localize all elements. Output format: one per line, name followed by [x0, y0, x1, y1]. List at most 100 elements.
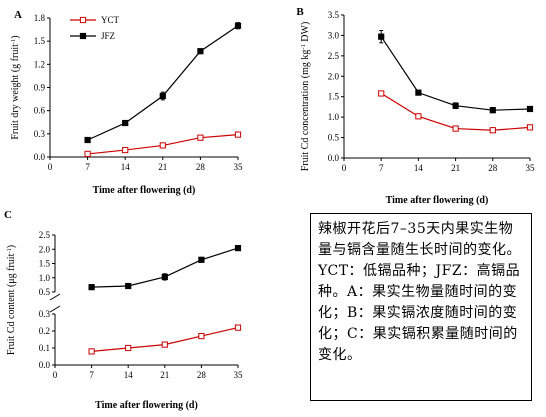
x-axis-title-b: Time after flowering (d): [386, 195, 489, 206]
y-tick-label-c-lower: 0.1: [39, 343, 50, 353]
x-tick-label-c: 35: [234, 370, 244, 380]
y-axis-title-a-part: -1: [10, 39, 17, 44]
y-tick-label-a: 0.3: [34, 129, 46, 139]
y-axis-title-c-part: -1: [6, 248, 13, 253]
series-line-b-YCT: [380, 92, 531, 131]
data-point-a-JFZ: [197, 48, 204, 55]
data-point-b-JFZ: [526, 105, 534, 113]
y-tick-label-a: 1.2: [34, 59, 45, 69]
y-axis-title-c-part: ): [6, 245, 17, 248]
y-tick-label-b: 1.0: [328, 112, 340, 122]
data-point-a-YCT: [84, 150, 91, 158]
data-point-a-YCT: [159, 142, 166, 149]
x-tick-label-c: 14: [124, 370, 134, 380]
y-tick-label-c-upper: 2.5: [39, 230, 51, 240]
data-point-c-YCT: [198, 333, 205, 340]
x-tick-label-c: 0: [53, 370, 58, 380]
y-axis-title-c: Fruit Cd content (μg fruit-1): [6, 245, 18, 355]
panel-letter-a: A: [14, 9, 22, 21]
y-tick-label-c-upper: 1.0: [39, 273, 51, 283]
x-tick-label-b: 21: [451, 163, 460, 173]
panel-letter-b: B: [296, 6, 304, 18]
y-tick-label-a: 0.0: [34, 152, 46, 162]
panel-letter-c: C: [4, 209, 12, 221]
series-line-c-YCT: [91, 327, 239, 352]
x-tick-label-b: 0: [342, 163, 347, 173]
data-point-c-YCT: [125, 344, 132, 352]
y-tick-label-c-lower: 0.3: [39, 309, 51, 319]
y-tick-label-c-upper: 2.0: [39, 244, 51, 254]
series-line-c-JFZ: [91, 247, 239, 288]
y-axis-title-c-part: Fruit Cd content (μg fruit: [6, 253, 17, 355]
data-point-b-JFZ: [489, 107, 496, 114]
y-tick-label-b: 3.5: [328, 10, 340, 20]
data-point-a-JFZ: [122, 119, 129, 127]
y-axis-title-b-part: Fruit Cd concentration (mg kg: [300, 50, 311, 172]
data-point-a-JFZ: [234, 22, 242, 29]
data-point-b-JFZ: [378, 33, 385, 40]
series-line-a-JFZ: [87, 25, 239, 141]
y-tick-label-c-lower: 0.0: [39, 360, 51, 370]
y-tick-label-b: 0.0: [328, 153, 340, 163]
x-tick-label-c: 7: [89, 370, 94, 380]
y-axis-title-b-part: -1: [300, 44, 307, 49]
data-point-a-YCT: [197, 134, 204, 141]
data-point-c-JFZ: [161, 273, 168, 280]
axis-break-mark: [49, 293, 61, 301]
x-tick-label-a: 14: [121, 162, 131, 172]
x-tick-label-b: 14: [414, 163, 424, 173]
data-point-c-JFZ: [88, 284, 95, 291]
y-tick-label-c-lower: 0.2: [39, 326, 50, 336]
y-tick-label-c-upper: 0.5: [39, 287, 51, 297]
y-tick-label-a: 0.6: [34, 106, 46, 116]
data-point-b-YCT: [415, 113, 422, 120]
y-tick-label-b: 3.0: [328, 30, 340, 40]
y-tick-label-b: 0.5: [328, 133, 340, 143]
data-point-a-YCT: [234, 131, 242, 138]
data-point-a-YCT: [122, 146, 129, 154]
x-tick-label-a: 0: [48, 162, 53, 172]
figure-caption: 辣椒开花后7–35天内果实生物量与镉含量随生长时间的变化。YCT：低镉品种；JF…: [310, 213, 532, 401]
x-tick-label-c: 21: [160, 370, 169, 380]
legend-label-YCT: YCT: [101, 15, 120, 25]
y-axis-title-a-part: ): [10, 35, 21, 38]
data-point-c-YCT: [234, 324, 242, 331]
x-axis-title-c: Time after flowering (d): [95, 400, 198, 411]
x-tick-label-b: 28: [488, 163, 498, 173]
data-point-b-YCT: [378, 90, 385, 97]
data-point-b-YCT: [489, 127, 496, 134]
y-tick-label-b: 2.5: [328, 51, 340, 61]
y-tick-label-b: 2.0: [328, 71, 340, 81]
y-axis-title-b-part: DW): [300, 22, 311, 45]
data-point-c-YCT: [88, 348, 95, 355]
y-tick-label-a: 1.8: [34, 13, 46, 23]
y-tick-label-c-upper: 1.5: [39, 259, 51, 269]
y-axis-title-b: Fruit Cd concentration (mg kg-1 DW): [300, 22, 312, 172]
data-point-b-YCT: [526, 124, 534, 131]
data-point-c-JFZ: [198, 256, 205, 263]
x-tick-label-c: 28: [197, 370, 207, 380]
data-point-b-JFZ: [452, 102, 459, 109]
x-tick-label-a: 28: [196, 162, 206, 172]
x-tick-label-a: 35: [234, 162, 244, 172]
axis-break-mark: [49, 305, 61, 313]
x-axis-title-a: Time after flowering (d): [93, 185, 196, 196]
y-axis-title-a-part: Fruit dry weight (g fruit: [10, 44, 21, 140]
data-point-a-JFZ: [159, 92, 166, 100]
legend-marker-YCT: [79, 16, 87, 24]
data-point-c-JFZ: [234, 245, 242, 252]
y-axis-title-a: Fruit dry weight (g fruit-1): [10, 35, 22, 139]
series-line-b-JFZ: [380, 36, 531, 111]
x-tick-label-a: 21: [158, 162, 167, 172]
x-tick-label-b: 7: [379, 163, 384, 173]
data-point-a-JFZ: [84, 136, 91, 144]
x-tick-label-b: 35: [526, 163, 536, 173]
data-point-b-JFZ: [415, 89, 422, 96]
legend-label-JFZ: JFZ: [101, 31, 115, 41]
legend-marker-JFZ: [79, 32, 87, 40]
y-tick-label-a: 0.9: [34, 83, 46, 93]
data-point-c-JFZ: [125, 282, 132, 290]
y-tick-label-a: 1.5: [34, 36, 46, 46]
x-tick-label-a: 7: [85, 162, 90, 172]
